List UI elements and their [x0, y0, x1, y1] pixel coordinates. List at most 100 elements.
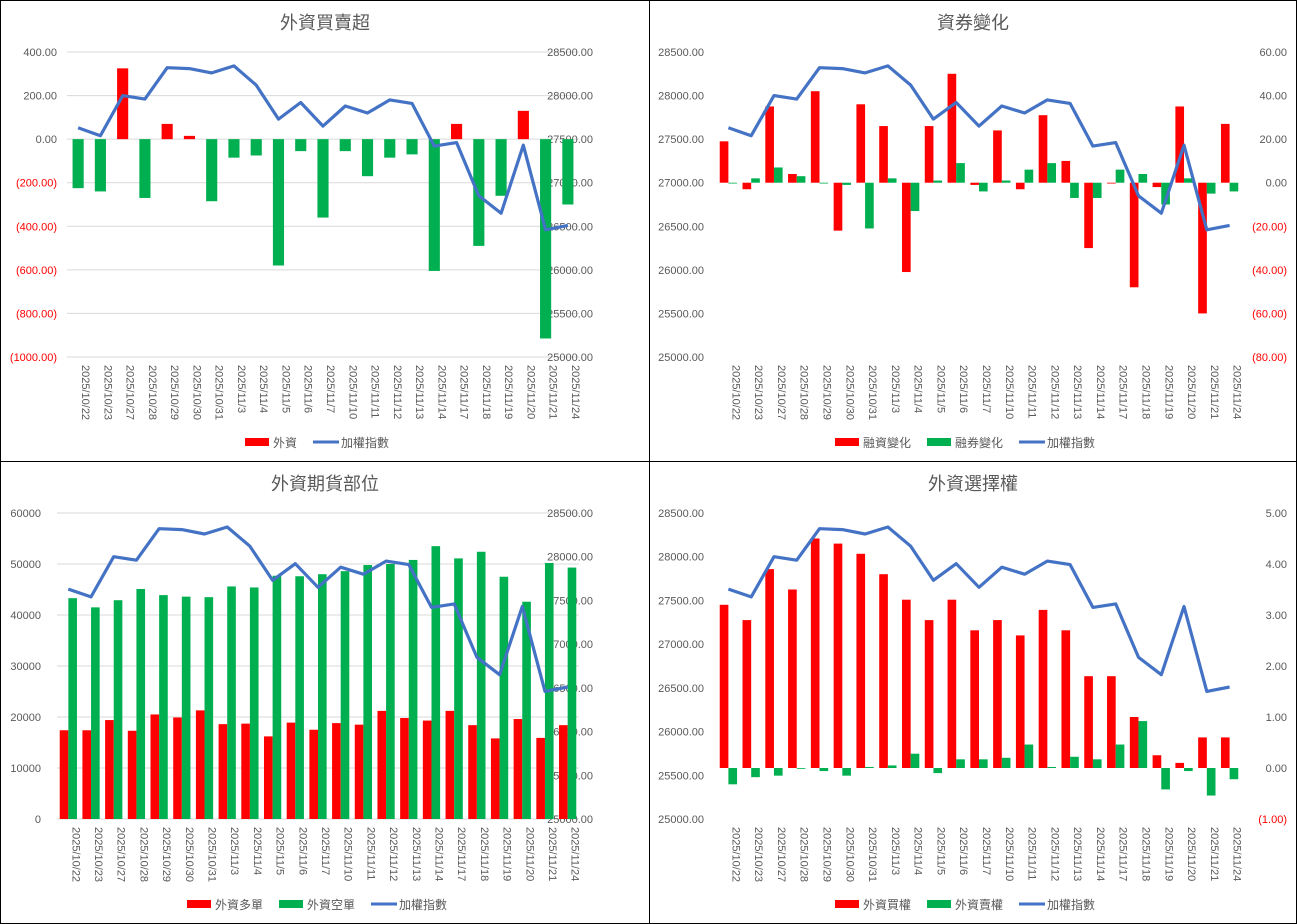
x-tick-label: 2025/10/27	[115, 827, 127, 882]
bar-融資變化	[947, 73, 957, 183]
bar-外資買權	[788, 589, 797, 768]
x-tick-label: 2025/11/18	[1139, 827, 1151, 881]
x-tick-label: 2025/11/18	[480, 365, 492, 419]
bar-外資買權	[1220, 737, 1230, 768]
chart-foreign-futures: 外資期貨部位 60000 50000 40000 30000 20000 10000 0 285…	[10, 474, 593, 912]
bar-外資空單	[181, 596, 191, 819]
x-tick-label: 2025/10/22	[79, 365, 91, 420]
x-tick-label: 2025/10/23	[752, 827, 764, 882]
right-tick-label: (60.00)	[1252, 308, 1287, 320]
bar-外資多單	[309, 729, 318, 819]
x-tick-label: 2025/10/22	[729, 827, 741, 882]
bar-外資	[139, 139, 151, 198]
x-tick-label: 2025/11/24	[1231, 365, 1243, 419]
index-line	[77, 64, 569, 232]
legend-label: 加權指數	[399, 897, 447, 912]
bar-外資多單	[377, 710, 387, 819]
left-tick-label: 26500.00	[658, 683, 704, 695]
bar-外資賣權	[1161, 768, 1170, 790]
chart-panel-futures: 外資期貨部位 60000 50000 40000 30000 20000 10000 0 285…	[0, 461, 650, 924]
bar-融券變化	[1092, 182, 1102, 198]
right-tick-label: 0.00	[1266, 178, 1287, 190]
x-tick-label: 2025/10/28	[137, 827, 149, 882]
bar-外資	[562, 139, 574, 205]
bar-融資變化	[810, 91, 820, 183]
right-tick-label: 60.00	[1259, 47, 1287, 59]
left-tick-label: 28000.00	[658, 91, 704, 103]
x-tick-label: 2025/10/29	[821, 827, 833, 882]
left-tick-label: 27000.00	[658, 178, 704, 190]
bar-融資變化	[1198, 182, 1207, 314]
legend-swatch-外資	[245, 438, 269, 446]
bar-外資	[317, 139, 329, 218]
left-tick-label: 25500.00	[658, 308, 704, 320]
x-tick-label: 2025/11/5	[274, 827, 286, 875]
left-tick-label: 30000	[10, 661, 41, 673]
bar-外資多單	[263, 736, 273, 819]
bar-融資變化	[993, 130, 1002, 183]
bar-外資	[384, 139, 396, 158]
index-line	[727, 64, 1230, 232]
legend-label: 加權指數	[1047, 897, 1095, 912]
right-tick-label: (80.00)	[1252, 352, 1287, 364]
bar-融券變化	[728, 182, 738, 184]
bar-外資賣權	[1024, 744, 1034, 768]
x-tick-label: 2025/10/23	[752, 365, 764, 420]
bar-外資買權	[1129, 717, 1139, 768]
bar-外資空單	[340, 571, 350, 819]
bar-外資賣權	[819, 768, 829, 772]
bar-融券變化	[887, 178, 897, 183]
bar-外資賣權	[1092, 759, 1102, 768]
x-tick-label: 2025/10/23	[101, 365, 113, 420]
legend-swatch-融券變化	[927, 438, 951, 446]
bar-外資空單	[295, 576, 304, 819]
chart-title: 外資選擇權	[928, 474, 1018, 495]
bar-外資賣權	[933, 768, 943, 774]
bar-外資空單	[227, 586, 236, 819]
bar-外資賣權	[1115, 744, 1125, 768]
bar-融券變化	[751, 178, 760, 183]
bar-融券變化	[1115, 169, 1125, 183]
right-tick-label: 20.00	[1259, 134, 1287, 146]
bar-融資變化	[742, 182, 752, 190]
bar-外資賣權	[1206, 768, 1216, 796]
x-tick-label: 2025/11/4	[912, 365, 924, 413]
bar-外資買權	[1061, 630, 1071, 768]
bar-外資	[295, 139, 307, 152]
bar-外資賣權	[728, 768, 738, 785]
chart-panel-options: 外資選擇權 28500.00 28000.00 27500.00 27000.00 265…	[649, 461, 1297, 924]
x-tick-label: 2025/10/28	[798, 827, 810, 882]
x-tick-label: 2025/11/13	[410, 827, 422, 881]
bar-外資買權	[1015, 635, 1025, 768]
bar-外資買權	[970, 630, 979, 768]
left-tick-label: 25000.00	[658, 352, 704, 364]
right-tick-label: 25000.00	[547, 814, 593, 826]
bar-融資變化	[788, 174, 797, 183]
bar-融資變化	[970, 182, 979, 185]
bar-融券變化	[1001, 180, 1011, 183]
x-tick-label: 2025/11/24	[1231, 827, 1243, 881]
bar-外資	[428, 139, 440, 271]
bar-融券變化	[933, 180, 943, 183]
bar-外資空單	[363, 565, 373, 819]
left-tick-label: 200.00	[23, 91, 57, 103]
chart-foreign-options: 外資選擇權 28500.00 28000.00 27500.00 27000.00 265…	[658, 474, 1287, 912]
x-tick-label: 2025/11/19	[1162, 827, 1174, 881]
x-tick-label: 2025/11/10	[1003, 365, 1015, 419]
bar-融資變化	[1129, 182, 1139, 288]
x-tick-label: 2025/11/21	[1208, 827, 1220, 881]
bar-外資空單	[431, 546, 441, 819]
x-tick-label: 2025/11/3	[228, 827, 240, 875]
bar-融券變化	[796, 176, 806, 183]
bar-融資變化	[1015, 182, 1025, 190]
bar-融券變化	[819, 182, 829, 184]
bar-外資買權	[1084, 676, 1093, 768]
x-tick-label: 2025/11/21	[1208, 365, 1220, 419]
legend-label: 融資變化	[863, 435, 911, 450]
bar-外資	[228, 139, 240, 158]
legend-label: 外資賣權	[955, 897, 1003, 912]
x-tick-label: 2025/11/4	[251, 827, 263, 875]
bar-外資賣權	[1047, 766, 1057, 768]
bar-外資	[183, 135, 195, 140]
bar-外資賣權	[1138, 721, 1148, 768]
